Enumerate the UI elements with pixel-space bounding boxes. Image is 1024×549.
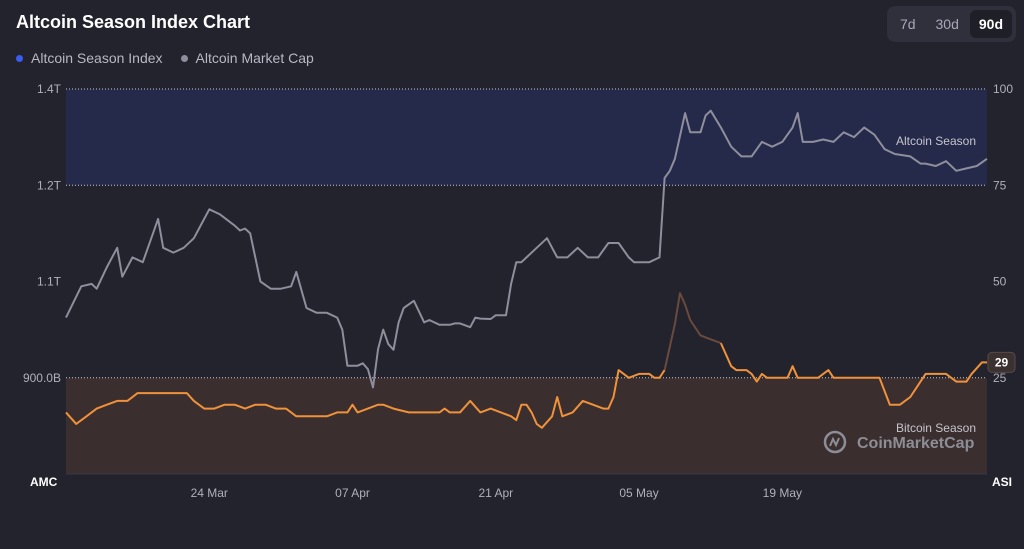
right-tick-label: 75 — [993, 178, 1007, 192]
left-axis-title: AMC — [30, 475, 58, 489]
left-tick-label: 1.1T — [37, 275, 62, 289]
x-tick-label: 05 May — [619, 486, 658, 500]
x-tick-label: 21 Apr — [478, 486, 513, 500]
altcoin-season-zone — [66, 89, 987, 186]
chart-title: Altcoin Season Index Chart — [16, 12, 251, 32]
legend-dot-icon — [180, 54, 188, 62]
legend-label: Altcoin Season Index — [31, 50, 163, 66]
bitcoin-season-label: Bitcoin Season — [896, 421, 976, 435]
left-axis: 1.4T 1.2T 1.1T 900.0B — [23, 82, 62, 385]
altcoin-market-cap-line — [65, 109, 988, 389]
left-tick-label: 1.4T — [37, 82, 62, 96]
chart-legend: Altcoin Season Index Altcoin Market Cap — [16, 50, 314, 66]
range-button-30d[interactable]: 30d — [927, 10, 968, 38]
right-tick-label: 100 — [993, 82, 1013, 96]
watermark-text: CoinMarketCap — [857, 435, 975, 452]
legend-label: Altcoin Market Cap — [195, 50, 314, 66]
badge-background — [987, 351, 1016, 373]
range-button-90d[interactable]: 90d — [969, 10, 1012, 38]
legend-item-altcoin-season-index[interactable]: Altcoin Season Index — [16, 50, 163, 66]
range-button-7d[interactable]: 7d — [891, 10, 925, 38]
current-index-badge: 29 — [987, 351, 1016, 373]
altcoin-season-label: Altcoin Season — [896, 134, 976, 148]
x-tick-label: 19 May — [763, 486, 802, 500]
bitcoin-season-zone — [66, 377, 987, 474]
left-tick-label: 1.2T — [37, 178, 62, 192]
x-tick-label: 07 Apr — [335, 486, 370, 500]
legend-item-altcoin-market-cap[interactable]: Altcoin Market Cap — [180, 50, 314, 66]
series-layer — [65, 109, 988, 429]
right-tick-label: 25 — [993, 371, 1007, 385]
altcoin-season-index-line — [65, 369, 666, 429]
x-tick-label: 24 Mar — [191, 486, 228, 500]
time-range-toggle: 7d 30d 90d — [886, 6, 1016, 42]
x-axis: 24 Mar 07 Apr 21 Apr 05 May 19 May — [191, 486, 802, 500]
right-axis-title: ASI — [992, 475, 1012, 489]
legend-dot-icon — [16, 54, 23, 62]
right-axis: 100 75 50 25 — [993, 82, 1013, 385]
badge-value: 29 — [995, 355, 1009, 369]
coinmarketcap-logo-icon — [823, 430, 847, 454]
coinmarketcap-watermark: CoinMarketCap — [823, 430, 975, 454]
left-tick-label: 900.0B — [23, 371, 61, 385]
altcoin-season-index-line — [719, 342, 987, 406]
altcoin-season-index-line — [663, 292, 722, 371]
right-tick-label: 50 — [993, 275, 1007, 289]
